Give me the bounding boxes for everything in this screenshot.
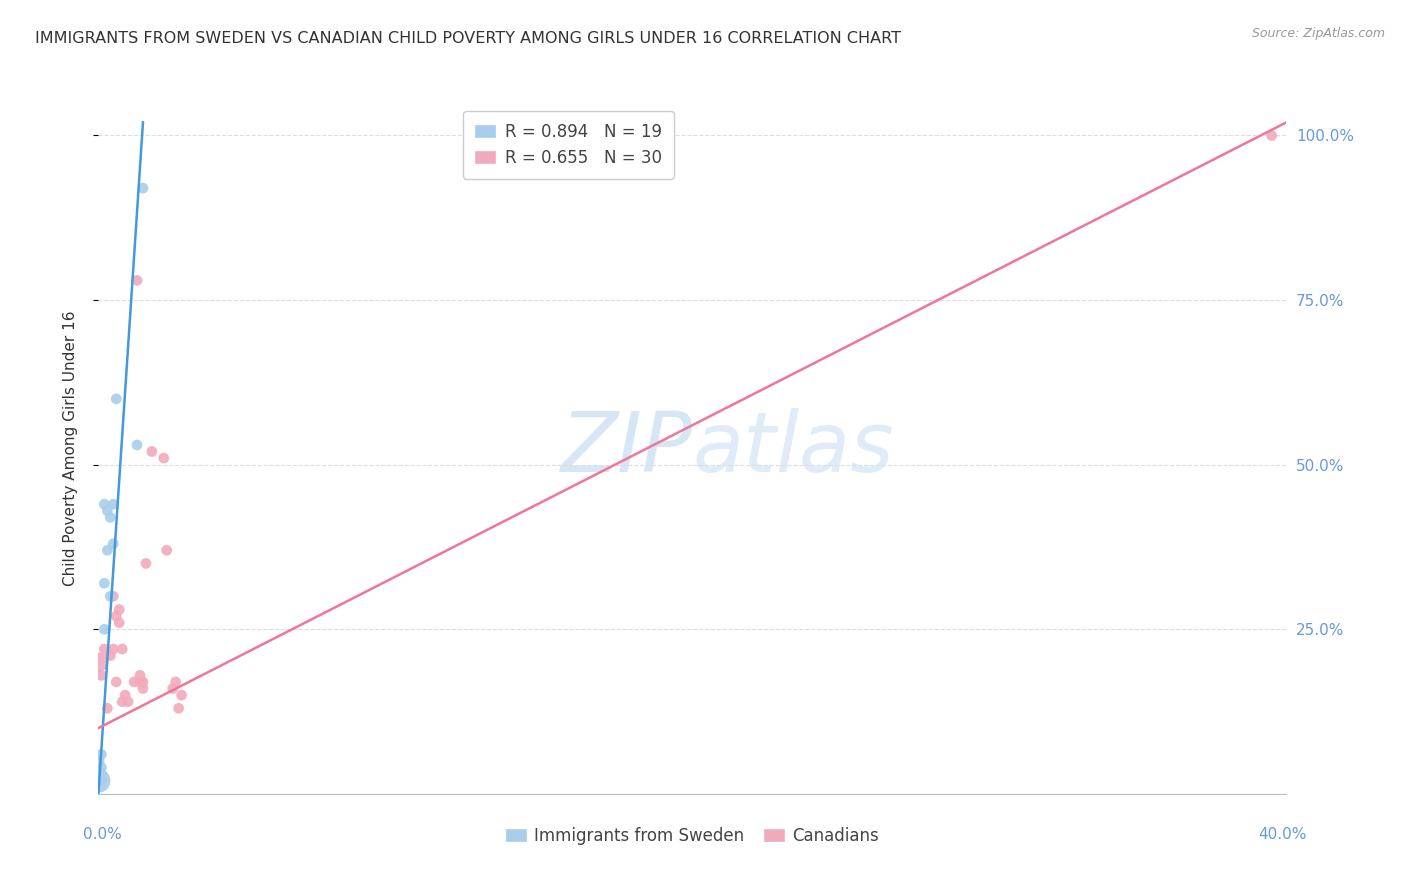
- Point: [141, 444, 163, 458]
- Point: [165, 675, 187, 690]
- Point: [170, 688, 193, 702]
- Point: [93, 576, 115, 591]
- Point: [132, 681, 155, 696]
- Point: [156, 543, 179, 558]
- Point: [87, 655, 110, 669]
- Point: [152, 451, 174, 466]
- Point: [87, 754, 110, 768]
- Point: [90, 760, 112, 774]
- Point: [98, 510, 121, 524]
- Point: [114, 688, 136, 702]
- Point: [96, 701, 118, 715]
- Point: [103, 537, 125, 551]
- Text: ZIP: ZIP: [561, 408, 692, 489]
- Text: 0.0%: 0.0%: [83, 827, 122, 842]
- Y-axis label: Child Poverty Among Girls Under 16: Child Poverty Among Girls Under 16: [63, 310, 77, 586]
- Point: [96, 543, 118, 558]
- Point: [103, 590, 125, 604]
- Point: [98, 648, 121, 663]
- Point: [93, 497, 115, 511]
- Point: [93, 622, 115, 636]
- Point: [93, 642, 115, 657]
- Point: [122, 675, 145, 690]
- Point: [87, 773, 110, 788]
- Point: [132, 675, 155, 690]
- Point: [135, 557, 157, 571]
- Text: IMMIGRANTS FROM SWEDEN VS CANADIAN CHILD POVERTY AMONG GIRLS UNDER 16 CORRELATIO: IMMIGRANTS FROM SWEDEN VS CANADIAN CHILD…: [35, 31, 901, 46]
- Point: [125, 273, 148, 287]
- Point: [1260, 128, 1282, 143]
- Point: [98, 590, 121, 604]
- Point: [87, 767, 110, 781]
- Point: [162, 681, 184, 696]
- Legend: Immigrants from Sweden, Canadians: Immigrants from Sweden, Canadians: [499, 820, 886, 851]
- Point: [129, 668, 152, 682]
- Point: [111, 642, 134, 657]
- Point: [132, 181, 155, 195]
- Point: [167, 701, 190, 715]
- Point: [103, 642, 125, 657]
- Point: [125, 438, 148, 452]
- Point: [105, 609, 128, 624]
- Point: [96, 504, 118, 518]
- Point: [108, 615, 131, 630]
- Point: [105, 675, 128, 690]
- Point: [129, 675, 152, 690]
- Point: [90, 773, 112, 788]
- Point: [108, 602, 131, 616]
- Point: [90, 668, 112, 682]
- Text: 40.0%: 40.0%: [1258, 827, 1306, 842]
- Point: [90, 767, 112, 781]
- Text: atlas: atlas: [692, 408, 894, 489]
- Point: [117, 695, 139, 709]
- Point: [111, 695, 134, 709]
- Point: [105, 392, 128, 406]
- Point: [90, 747, 112, 762]
- Text: Source: ZipAtlas.com: Source: ZipAtlas.com: [1251, 27, 1385, 40]
- Point: [103, 497, 125, 511]
